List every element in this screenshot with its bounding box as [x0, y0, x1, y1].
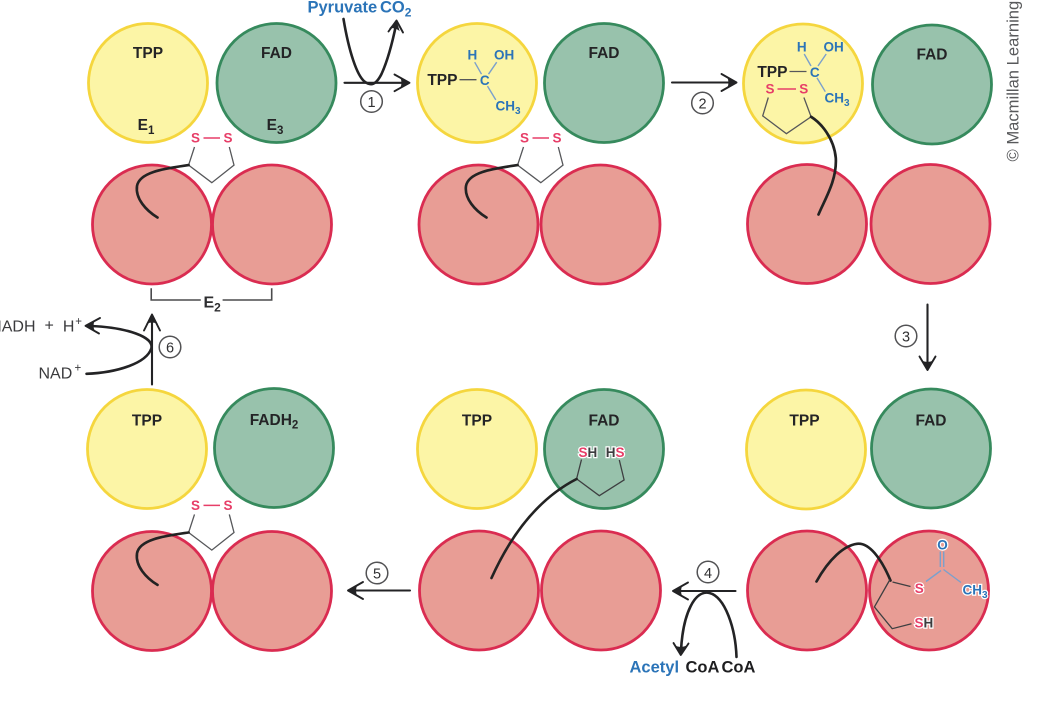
svg-text:3: 3 [902, 330, 910, 346]
svg-text:SH: SH [579, 445, 598, 460]
svg-text:Acetyl: Acetyl [630, 659, 680, 677]
svg-text:S: S [223, 498, 232, 513]
svg-text:S: S [223, 131, 232, 146]
svg-text:TPP: TPP [789, 413, 819, 430]
svg-text:TPP: TPP [427, 72, 457, 89]
svg-text:SH: SH [915, 616, 934, 631]
svg-text:+: + [75, 316, 82, 328]
svg-text:+: + [75, 363, 82, 375]
svg-text:C: C [480, 73, 490, 88]
svg-text:1: 1 [367, 95, 375, 111]
svg-text:O: O [937, 538, 948, 553]
svg-text:FAD: FAD [916, 413, 947, 430]
svg-text:CoA: CoA [686, 659, 720, 677]
svg-text:6: 6 [166, 341, 174, 357]
svg-text:2: 2 [698, 97, 706, 113]
svg-text:+: + [45, 318, 54, 335]
svg-text:C: C [810, 65, 820, 80]
svg-text:FAD: FAD [589, 413, 620, 430]
svg-text:S: S [191, 131, 200, 146]
svg-text:TPP: TPP [133, 45, 163, 62]
svg-text:CO2: CO2 [380, 0, 412, 20]
svg-text:TPP: TPP [462, 413, 492, 430]
svg-text:H: H [797, 40, 807, 55]
svg-text:FAD: FAD [261, 45, 292, 62]
svg-text:© Macmillan Learning: © Macmillan Learning [1004, 1, 1023, 162]
svg-text:S: S [191, 498, 200, 513]
svg-text:CH3: CH3 [825, 90, 851, 109]
svg-text:NADH: NADH [0, 318, 36, 335]
svg-text:H: H [63, 318, 75, 335]
svg-text:HS: HS [606, 445, 625, 460]
svg-text:NAD: NAD [39, 366, 73, 383]
svg-text:OH: OH [494, 48, 514, 63]
svg-text:5: 5 [373, 567, 381, 583]
svg-text:TPP: TPP [132, 413, 162, 430]
svg-text:FADH2: FADH2 [250, 412, 299, 432]
svg-text:S: S [915, 581, 924, 596]
svg-text:4: 4 [704, 566, 712, 582]
svg-text:Pyruvate: Pyruvate [308, 0, 378, 17]
svg-text:S: S [520, 131, 529, 146]
svg-text:FAD: FAD [589, 45, 620, 62]
svg-text:CH3: CH3 [496, 99, 522, 118]
svg-text:H: H [468, 48, 478, 63]
svg-text:S: S [799, 82, 808, 97]
svg-text:FAD: FAD [917, 47, 948, 64]
svg-text:TPP: TPP [757, 64, 787, 81]
svg-text:S: S [765, 82, 774, 97]
svg-text:OH: OH [824, 40, 844, 55]
svg-text:S: S [552, 131, 561, 146]
svg-text:CoA: CoA [722, 659, 756, 677]
